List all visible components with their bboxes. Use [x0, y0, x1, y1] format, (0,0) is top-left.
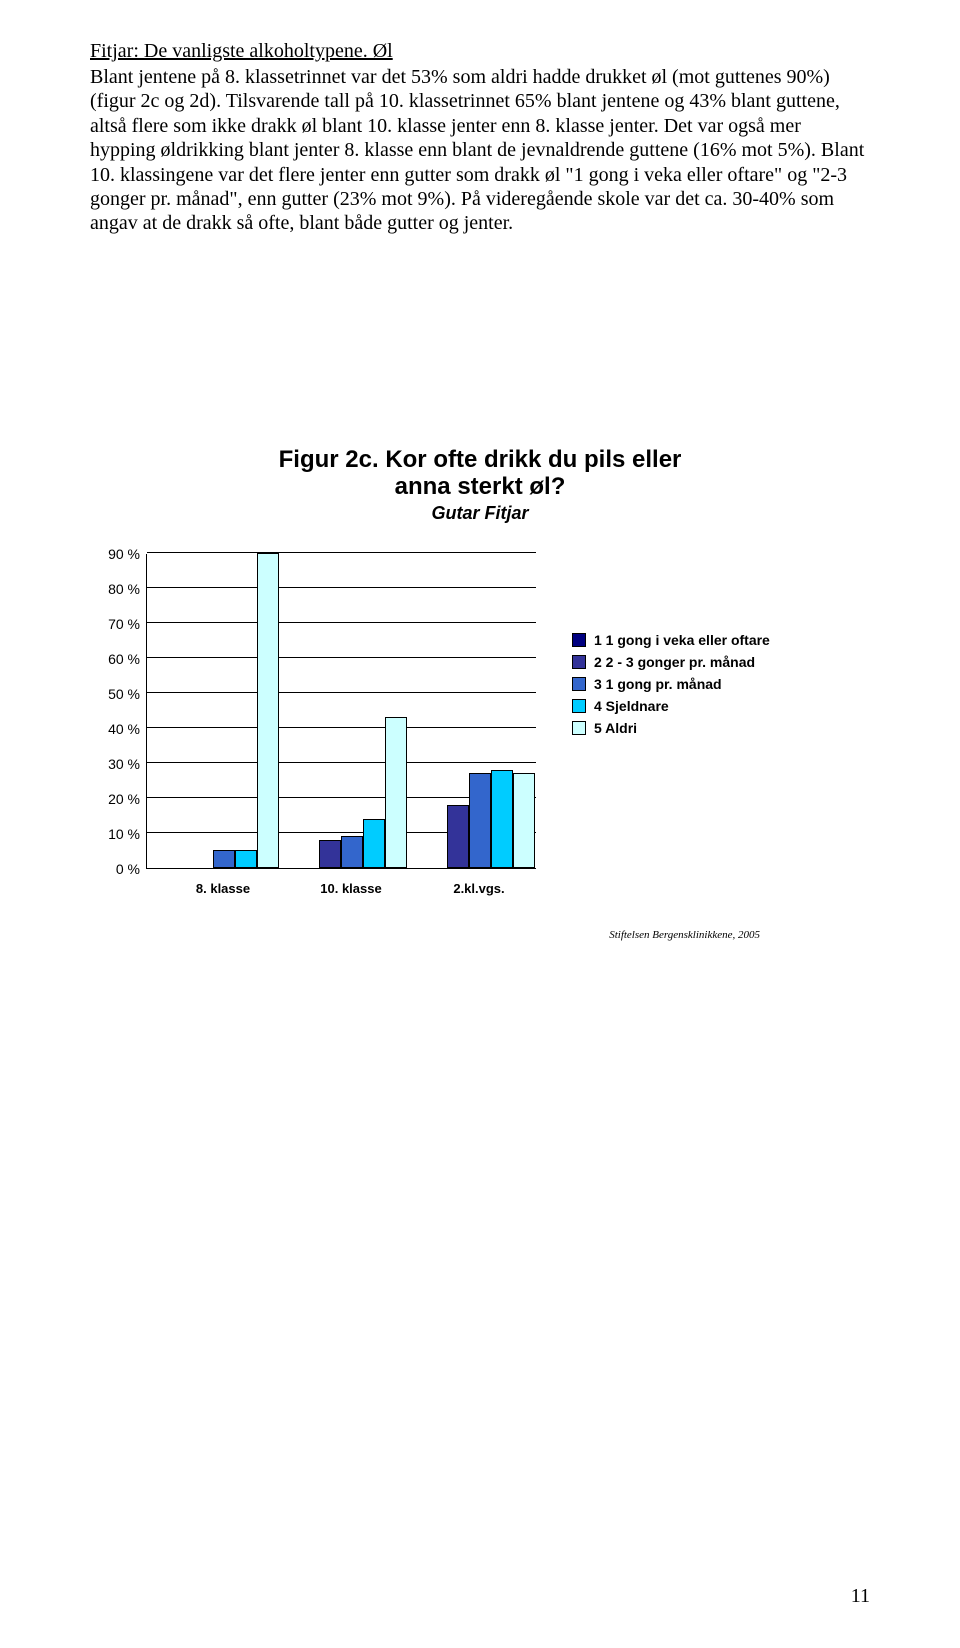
bar: [235, 850, 257, 868]
bar: [341, 836, 363, 868]
bar-group: [169, 553, 279, 868]
legend-label: 3 1 gong pr. månad: [594, 676, 722, 692]
legend-swatch: [572, 721, 586, 735]
legend-item: 1 1 gong i veka eller oftare: [572, 632, 770, 648]
x-axis-label: 8. klasse: [173, 881, 273, 896]
legend-swatch: [572, 655, 586, 669]
section-heading: Fitjar: De vanligste alkoholtypene. Øl: [90, 40, 870, 63]
legend-item: 3 1 gong pr. månad: [572, 676, 770, 692]
chart-title: Figur 2c. Kor ofte drikk du pils elleran…: [90, 446, 870, 501]
bar: [513, 773, 535, 868]
legend-item: 4 Sjeldnare: [572, 698, 770, 714]
bar: [491, 770, 513, 868]
legend-label: 4 Sjeldnare: [594, 698, 669, 714]
x-axis-label: 2.kl.vgs.: [429, 881, 529, 896]
chart-container: Figur 2c. Kor ofte drikk du pils elleran…: [90, 446, 870, 941]
bar: [319, 840, 341, 868]
legend-item: 5 Aldri: [572, 720, 770, 736]
plot-area: [146, 554, 536, 869]
x-axis-label: 10. klasse: [301, 881, 401, 896]
legend-swatch: [572, 633, 586, 647]
bar: [447, 805, 469, 868]
legend-swatch: [572, 699, 586, 713]
body-paragraph: Blant jentene på 8. klassetrinnet var de…: [90, 65, 870, 236]
legend-swatch: [572, 677, 586, 691]
page-number: 11: [851, 1585, 870, 1608]
bar: [385, 717, 407, 868]
bar: [213, 850, 235, 868]
legend-label: 1 1 gong i veka eller oftare: [594, 632, 770, 648]
legend-label: 5 Aldri: [594, 720, 637, 736]
bar-group: [297, 717, 407, 868]
legend-item: 2 2 - 3 gonger pr. månad: [572, 654, 770, 670]
chart-title-line1: Figur 2c. Kor ofte drikk du pils eller: [279, 446, 682, 473]
x-axis: 8. klasse 10. klasse 2.kl.vgs.: [146, 881, 536, 901]
chart-subtitle: Gutar Fitjar: [90, 503, 870, 524]
y-axis: 90 %80 %70 %60 %50 %40 %30 %20 %10 %0 %: [90, 554, 146, 869]
legend-label: 2 2 - 3 gonger pr. månad: [594, 654, 755, 670]
bar: [257, 553, 279, 868]
bar: [363, 819, 385, 868]
bar-group: [425, 770, 535, 868]
chart-area: 90 %80 %70 %60 %50 %40 %30 %20 %10 %0 % …: [90, 554, 536, 901]
legend: 1 1 gong i veka eller oftare 2 2 - 3 gong…: [572, 632, 770, 742]
chart-title-line2: anna sterkt øl?: [395, 473, 566, 500]
bar: [469, 773, 491, 868]
chart-source: Stiftelsen Bergensklinikkene, 2005: [90, 929, 760, 941]
